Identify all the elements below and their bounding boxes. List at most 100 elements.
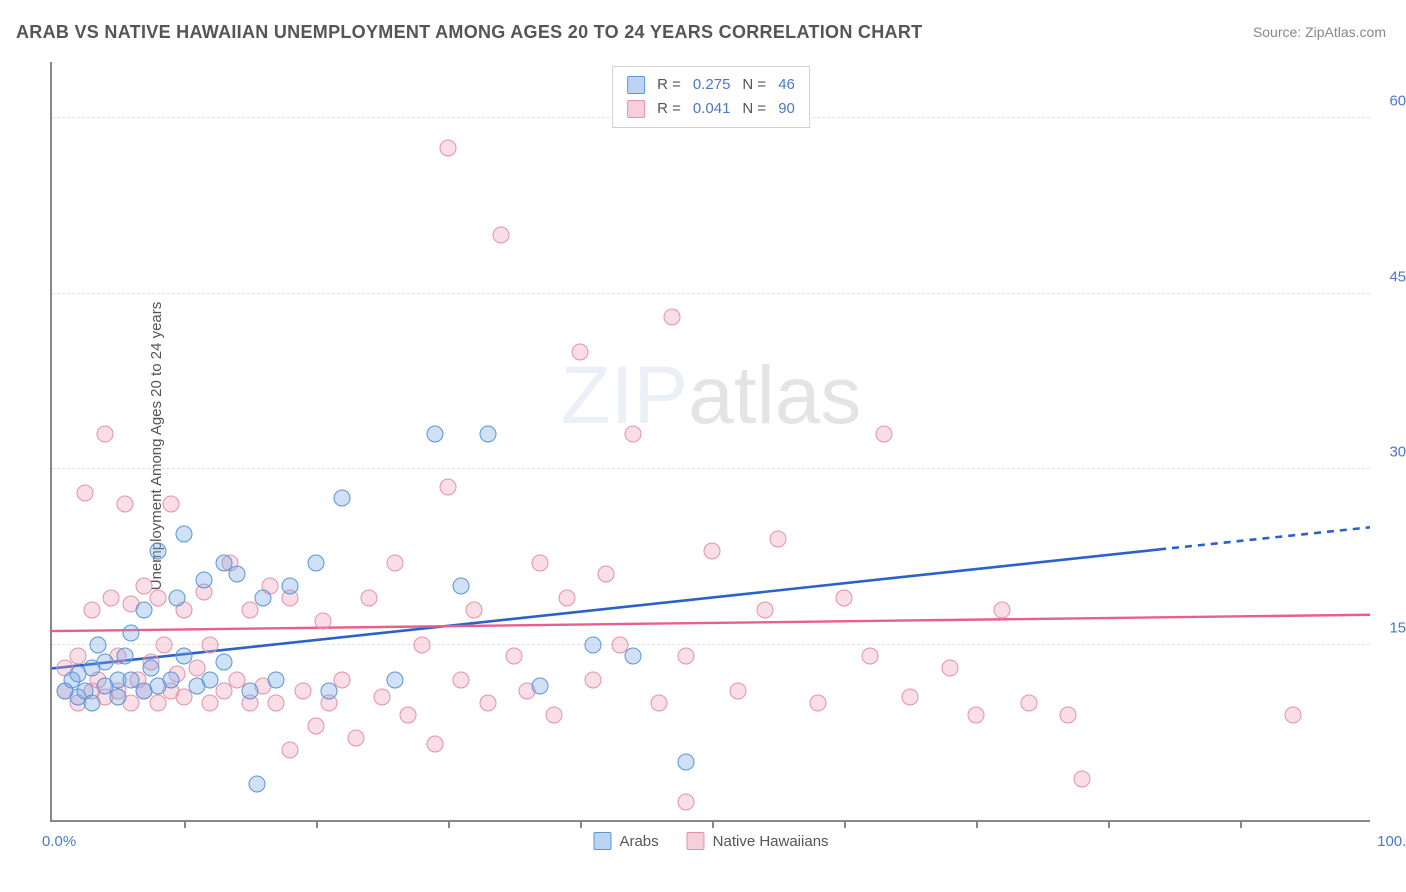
source-label: Source: ZipAtlas.com (1253, 24, 1386, 40)
data-point (314, 613, 331, 630)
data-point (1060, 706, 1077, 723)
gridline (52, 644, 1370, 645)
data-point (77, 484, 94, 501)
data-point (506, 648, 523, 665)
data-point (334, 671, 351, 688)
data-point (585, 671, 602, 688)
x-tick (1108, 820, 1110, 828)
data-point (255, 589, 272, 606)
data-point (413, 636, 430, 653)
x-tick (976, 820, 978, 828)
data-point (195, 572, 212, 589)
data-point (202, 671, 219, 688)
data-point (149, 543, 166, 560)
data-point (308, 718, 325, 735)
x-tick (580, 820, 582, 828)
data-point (374, 689, 391, 706)
x-tick (316, 820, 318, 828)
swatch-hawaiians-icon (627, 100, 645, 118)
watermark-prefix: ZIP (561, 350, 689, 441)
data-point (1284, 706, 1301, 723)
data-point (572, 344, 589, 361)
data-point (387, 554, 404, 571)
data-point (426, 426, 443, 443)
data-point (281, 741, 298, 758)
data-point (281, 578, 298, 595)
data-point (176, 648, 193, 665)
data-point (558, 589, 575, 606)
watermark-suffix: atlas (688, 350, 861, 441)
data-point (902, 689, 919, 706)
legend-stats: R = 0.275 N = 46 R = 0.041 N = 90 (612, 66, 810, 128)
legend-series: Arabs Native Hawaiians (593, 832, 828, 850)
data-point (400, 706, 417, 723)
data-point (968, 706, 985, 723)
r-value-arabs: 0.275 (693, 73, 731, 97)
data-point (492, 227, 509, 244)
data-point (96, 654, 113, 671)
legend-item-arabs: Arabs (593, 832, 658, 850)
x-tick (844, 820, 846, 828)
trend-line-dashed (1159, 527, 1370, 549)
data-point (453, 578, 470, 595)
y-tick-label: 45.0% (1389, 268, 1406, 285)
data-point (677, 794, 694, 811)
plot-area: ZIPatlas 15.0%30.0%45.0%60.0% R = 0.275 … (50, 62, 1370, 822)
legend-stats-row-hawaiians: R = 0.041 N = 90 (627, 97, 795, 121)
data-point (176, 525, 193, 542)
data-point (1020, 695, 1037, 712)
swatch-arabs-icon (627, 76, 645, 94)
data-point (96, 426, 113, 443)
data-point (149, 589, 166, 606)
data-point (479, 695, 496, 712)
r-label: R = (657, 97, 681, 121)
data-point (202, 636, 219, 653)
watermark: ZIPatlas (561, 349, 862, 443)
data-point (90, 636, 107, 653)
gridline (52, 468, 1370, 469)
gridline (52, 293, 1370, 294)
r-value-hawaiians: 0.041 (693, 97, 731, 121)
data-point (347, 730, 364, 747)
data-point (110, 689, 127, 706)
data-point (156, 636, 173, 653)
data-point (677, 648, 694, 665)
data-point (875, 426, 892, 443)
y-tick-label: 30.0% (1389, 444, 1406, 461)
data-point (440, 139, 457, 156)
y-tick-label: 60.0% (1389, 93, 1406, 110)
data-point (532, 677, 549, 694)
x-tick (184, 820, 186, 828)
data-point (83, 695, 100, 712)
data-point (248, 775, 265, 792)
data-point (321, 683, 338, 700)
x-tick (448, 820, 450, 828)
data-point (1073, 771, 1090, 788)
data-point (809, 695, 826, 712)
data-point (730, 683, 747, 700)
n-label: N = (742, 73, 766, 97)
data-point (466, 601, 483, 618)
data-point (83, 601, 100, 618)
x-tick (1240, 820, 1242, 828)
swatch-arabs-icon (593, 832, 611, 850)
data-point (116, 648, 133, 665)
data-point (836, 589, 853, 606)
data-point (532, 554, 549, 571)
y-tick-label: 15.0% (1389, 619, 1406, 636)
data-point (242, 683, 259, 700)
legend-label-hawaiians: Native Hawaiians (713, 833, 829, 850)
data-point (162, 496, 179, 513)
data-point (770, 531, 787, 548)
data-point (479, 426, 496, 443)
data-point (103, 589, 120, 606)
n-value-hawaiians: 90 (778, 97, 795, 121)
data-point (308, 554, 325, 571)
x-axis-min-label: 0.0% (42, 833, 76, 850)
data-point (941, 660, 958, 677)
legend-item-hawaiians: Native Hawaiians (687, 832, 829, 850)
swatch-hawaiians-icon (687, 832, 705, 850)
data-point (862, 648, 879, 665)
x-tick (712, 820, 714, 828)
data-point (123, 624, 140, 641)
